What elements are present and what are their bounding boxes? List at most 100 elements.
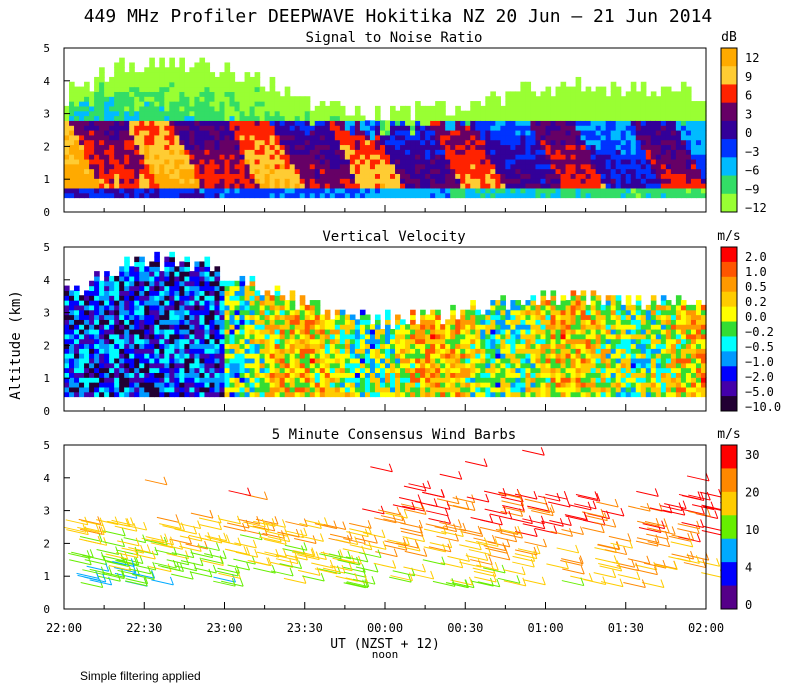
heatmap-cell [415,168,421,175]
heatmap-cell [600,158,607,165]
heatmap-cell [304,357,311,364]
heatmap-cell [570,134,577,141]
heatmap-cell [209,178,216,184]
heatmap-cell [645,96,652,102]
heatmap-cell [329,173,336,179]
heatmap-cell [319,333,326,340]
heatmap-cell [395,343,401,349]
heatmap-cell [244,149,251,155]
heatmap-cell [455,391,461,398]
heatmap-cell [144,105,150,112]
heatmap-cell [349,120,356,126]
heatmap-cell [455,187,461,194]
heatmap-cell [505,91,511,97]
heatmap-cell [199,125,206,131]
heatmap-cell [134,266,140,272]
heatmap-cell [515,91,522,97]
heatmap-cell [455,168,461,175]
heatmap-cell [390,178,396,184]
heatmap-cell [129,139,135,146]
heatmap-cell [354,178,361,184]
heatmap-cell [84,96,90,102]
heatmap-cell [259,168,266,175]
heatmap-cell [64,125,70,131]
heatmap-cell [369,134,376,141]
heatmap-cell [680,192,687,199]
heatmap-cell [374,149,381,155]
heatmap-cell [74,163,80,170]
heatmap-cell [134,144,140,150]
heatmap-cell [144,275,150,282]
heatmap-cell [149,154,155,160]
heatmap-cell [224,333,231,340]
heatmap-cell [390,362,396,369]
heatmap-cell [124,187,130,194]
heatmap-cell [189,377,196,383]
heatmap-cell [84,333,90,340]
heatmap-cell [369,367,376,374]
heatmap-cell [445,154,451,160]
heatmap-cell [465,338,471,345]
heatmap-cell [189,110,196,117]
heatmap-cell [369,348,376,354]
heatmap-cell [119,86,125,93]
heatmap-cell [114,72,120,78]
heatmap-cell [495,367,501,374]
heatmap-cell [224,139,231,146]
heatmap-cell [695,105,702,112]
heatmap-cell [570,154,577,160]
heatmap-cell [74,158,80,165]
heatmap-cell [194,183,201,189]
heatmap-cell [64,290,70,296]
heatmap-cell [309,382,316,388]
heatmap-cell [174,280,180,287]
heatmap-cell [299,139,306,146]
heatmap-cell [405,144,411,150]
heatmap-cell [440,163,446,170]
heatmap-cell [645,192,652,199]
heatmap-cell [104,144,110,150]
heatmap-cell [224,319,231,325]
heatmap-cell [580,110,587,117]
heatmap-cell [630,134,637,141]
heatmap-cell [530,338,537,345]
heatmap-cell [500,333,506,340]
heatmap-cell [480,158,486,165]
heatmap-cell [299,96,306,102]
heatmap-cell [364,338,371,345]
heatmap-cell [309,353,316,359]
heatmap-cell [244,91,251,97]
heatmap-cell [169,192,175,199]
heatmap-cell [304,178,311,184]
heatmap-cell [94,295,100,301]
heatmap-cell [109,391,115,398]
heatmap-cell [189,149,196,155]
heatmap-cell [490,377,496,383]
heatmap-cell [379,192,386,199]
heatmap-cell [570,120,577,126]
heatmap-cell [274,144,281,150]
heatmap-cell [149,386,155,393]
heatmap-cell [184,357,190,364]
heatmap-cell [510,386,517,393]
heatmap-cell [465,120,471,126]
heatmap-cell [420,105,426,112]
heatmap-cell [319,377,326,383]
heatmap-cell [379,125,386,131]
heatmap-cell [575,115,582,121]
heatmap-cell [374,173,381,179]
heatmap-cell [119,362,125,369]
heatmap-cell [64,357,70,364]
heatmap-cell [204,338,211,345]
heatmap-cell [344,382,351,388]
heatmap-cell [510,377,517,383]
heatmap-cell [194,295,201,301]
heatmap-cell [475,173,481,179]
heatmap-cell [199,110,206,117]
heatmap-cell [430,173,436,179]
heatmap-cell [510,333,517,340]
heatmap-cell [565,110,572,117]
heatmap-cell [249,96,256,102]
heatmap-cell [269,367,276,374]
heatmap-cell [119,139,125,146]
